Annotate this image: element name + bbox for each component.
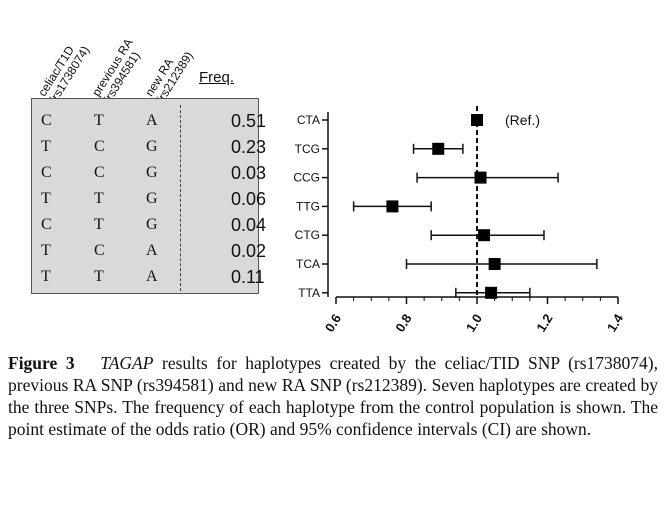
- caption-gene: TAGAP: [100, 353, 154, 373]
- allele-new-ra: G: [146, 190, 158, 207]
- or-point: [485, 286, 498, 299]
- allele-new-ra: G: [146, 138, 158, 155]
- freq-header: Freq.: [199, 69, 235, 86]
- allele-previous-ra: C: [94, 138, 105, 155]
- haplotype-table: [31, 98, 259, 294]
- allele-celiac: C: [41, 216, 52, 233]
- allele-celiac: T: [41, 138, 51, 155]
- allele-celiac: T: [41, 190, 51, 207]
- table-row: T T A 0.11: [31, 263, 265, 291]
- figure-caption: Figure 3 TAGAP results for haplotypes cr…: [8, 352, 658, 440]
- allele-previous-ra: C: [94, 242, 105, 259]
- allele-previous-ra: T: [94, 268, 104, 285]
- haplotype-freq: 0.03: [231, 163, 267, 183]
- table-row: T C A 0.02: [31, 237, 266, 265]
- allele-celiac: T: [41, 268, 51, 285]
- y-tick-label: CTG: [295, 228, 320, 242]
- allele-previous-ra: T: [94, 190, 104, 207]
- x-tick-label: 1.4: [604, 311, 627, 335]
- haplotype-freq: 0.23: [231, 137, 267, 157]
- allele-new-ra: A: [146, 268, 158, 285]
- ref-annotation: (Ref.): [505, 112, 540, 128]
- allele-new-ra: A: [146, 112, 158, 129]
- or-point: [432, 142, 445, 155]
- table-row: C T A 0.51: [31, 107, 266, 135]
- or-point: [488, 258, 501, 270]
- or-point: [474, 171, 487, 184]
- x-tick-label: 1.2: [533, 311, 555, 334]
- table-row: T C G 0.23: [31, 133, 266, 161]
- allele-previous-ra: C: [94, 164, 105, 181]
- allele-celiac: C: [41, 112, 52, 129]
- caption-text: results for haplotypes created by the ce…: [8, 353, 658, 439]
- allele-celiac: C: [41, 164, 52, 181]
- or-point: [386, 200, 399, 213]
- allele-celiac: T: [41, 242, 51, 259]
- x-tick-label: 0.6: [322, 311, 344, 334]
- y-tick-label: CTA: [297, 113, 320, 127]
- table-divider: [180, 105, 181, 291]
- y-tick-label: CCG: [293, 171, 320, 185]
- table-row: T T G 0.06: [31, 185, 266, 213]
- x-tick-label: 1.0: [463, 311, 485, 334]
- haplotype-freq: 0.02: [231, 241, 267, 261]
- or-point: [471, 114, 483, 126]
- haplotype-freq: 0.11: [231, 267, 265, 287]
- haplotype-freq: 0.06: [231, 189, 267, 209]
- y-tick-label: TTG: [296, 199, 320, 213]
- haplotype-freq: 0.04: [231, 215, 267, 235]
- y-tick-label: TTA: [298, 286, 320, 300]
- allele-new-ra: G: [146, 216, 158, 233]
- or-point: [478, 229, 491, 242]
- allele-previous-ra: T: [94, 216, 104, 233]
- forest-plot: 0.6 0.8 1.0 1.2 1.4 CTA TCG CCG TTG CTG TCA TTA (Ref…: [293, 106, 627, 335]
- figure-3: celiac/T1D (rs1738074) previous RA (rs39…: [31, 36, 627, 335]
- allele-new-ra: A: [146, 242, 158, 259]
- y-tick-label: TCA: [296, 257, 320, 271]
- allele-new-ra: G: [146, 164, 158, 181]
- x-tick-label: 0.8: [392, 311, 414, 334]
- y-tick-label: TCG: [295, 142, 320, 156]
- table-row: C T G 0.04: [31, 211, 266, 239]
- caption-label: Figure 3: [8, 353, 75, 373]
- allele-previous-ra: T: [94, 112, 104, 129]
- haplotype-freq: 0.51: [231, 111, 267, 131]
- table-row: C C G 0.03: [31, 159, 266, 187]
